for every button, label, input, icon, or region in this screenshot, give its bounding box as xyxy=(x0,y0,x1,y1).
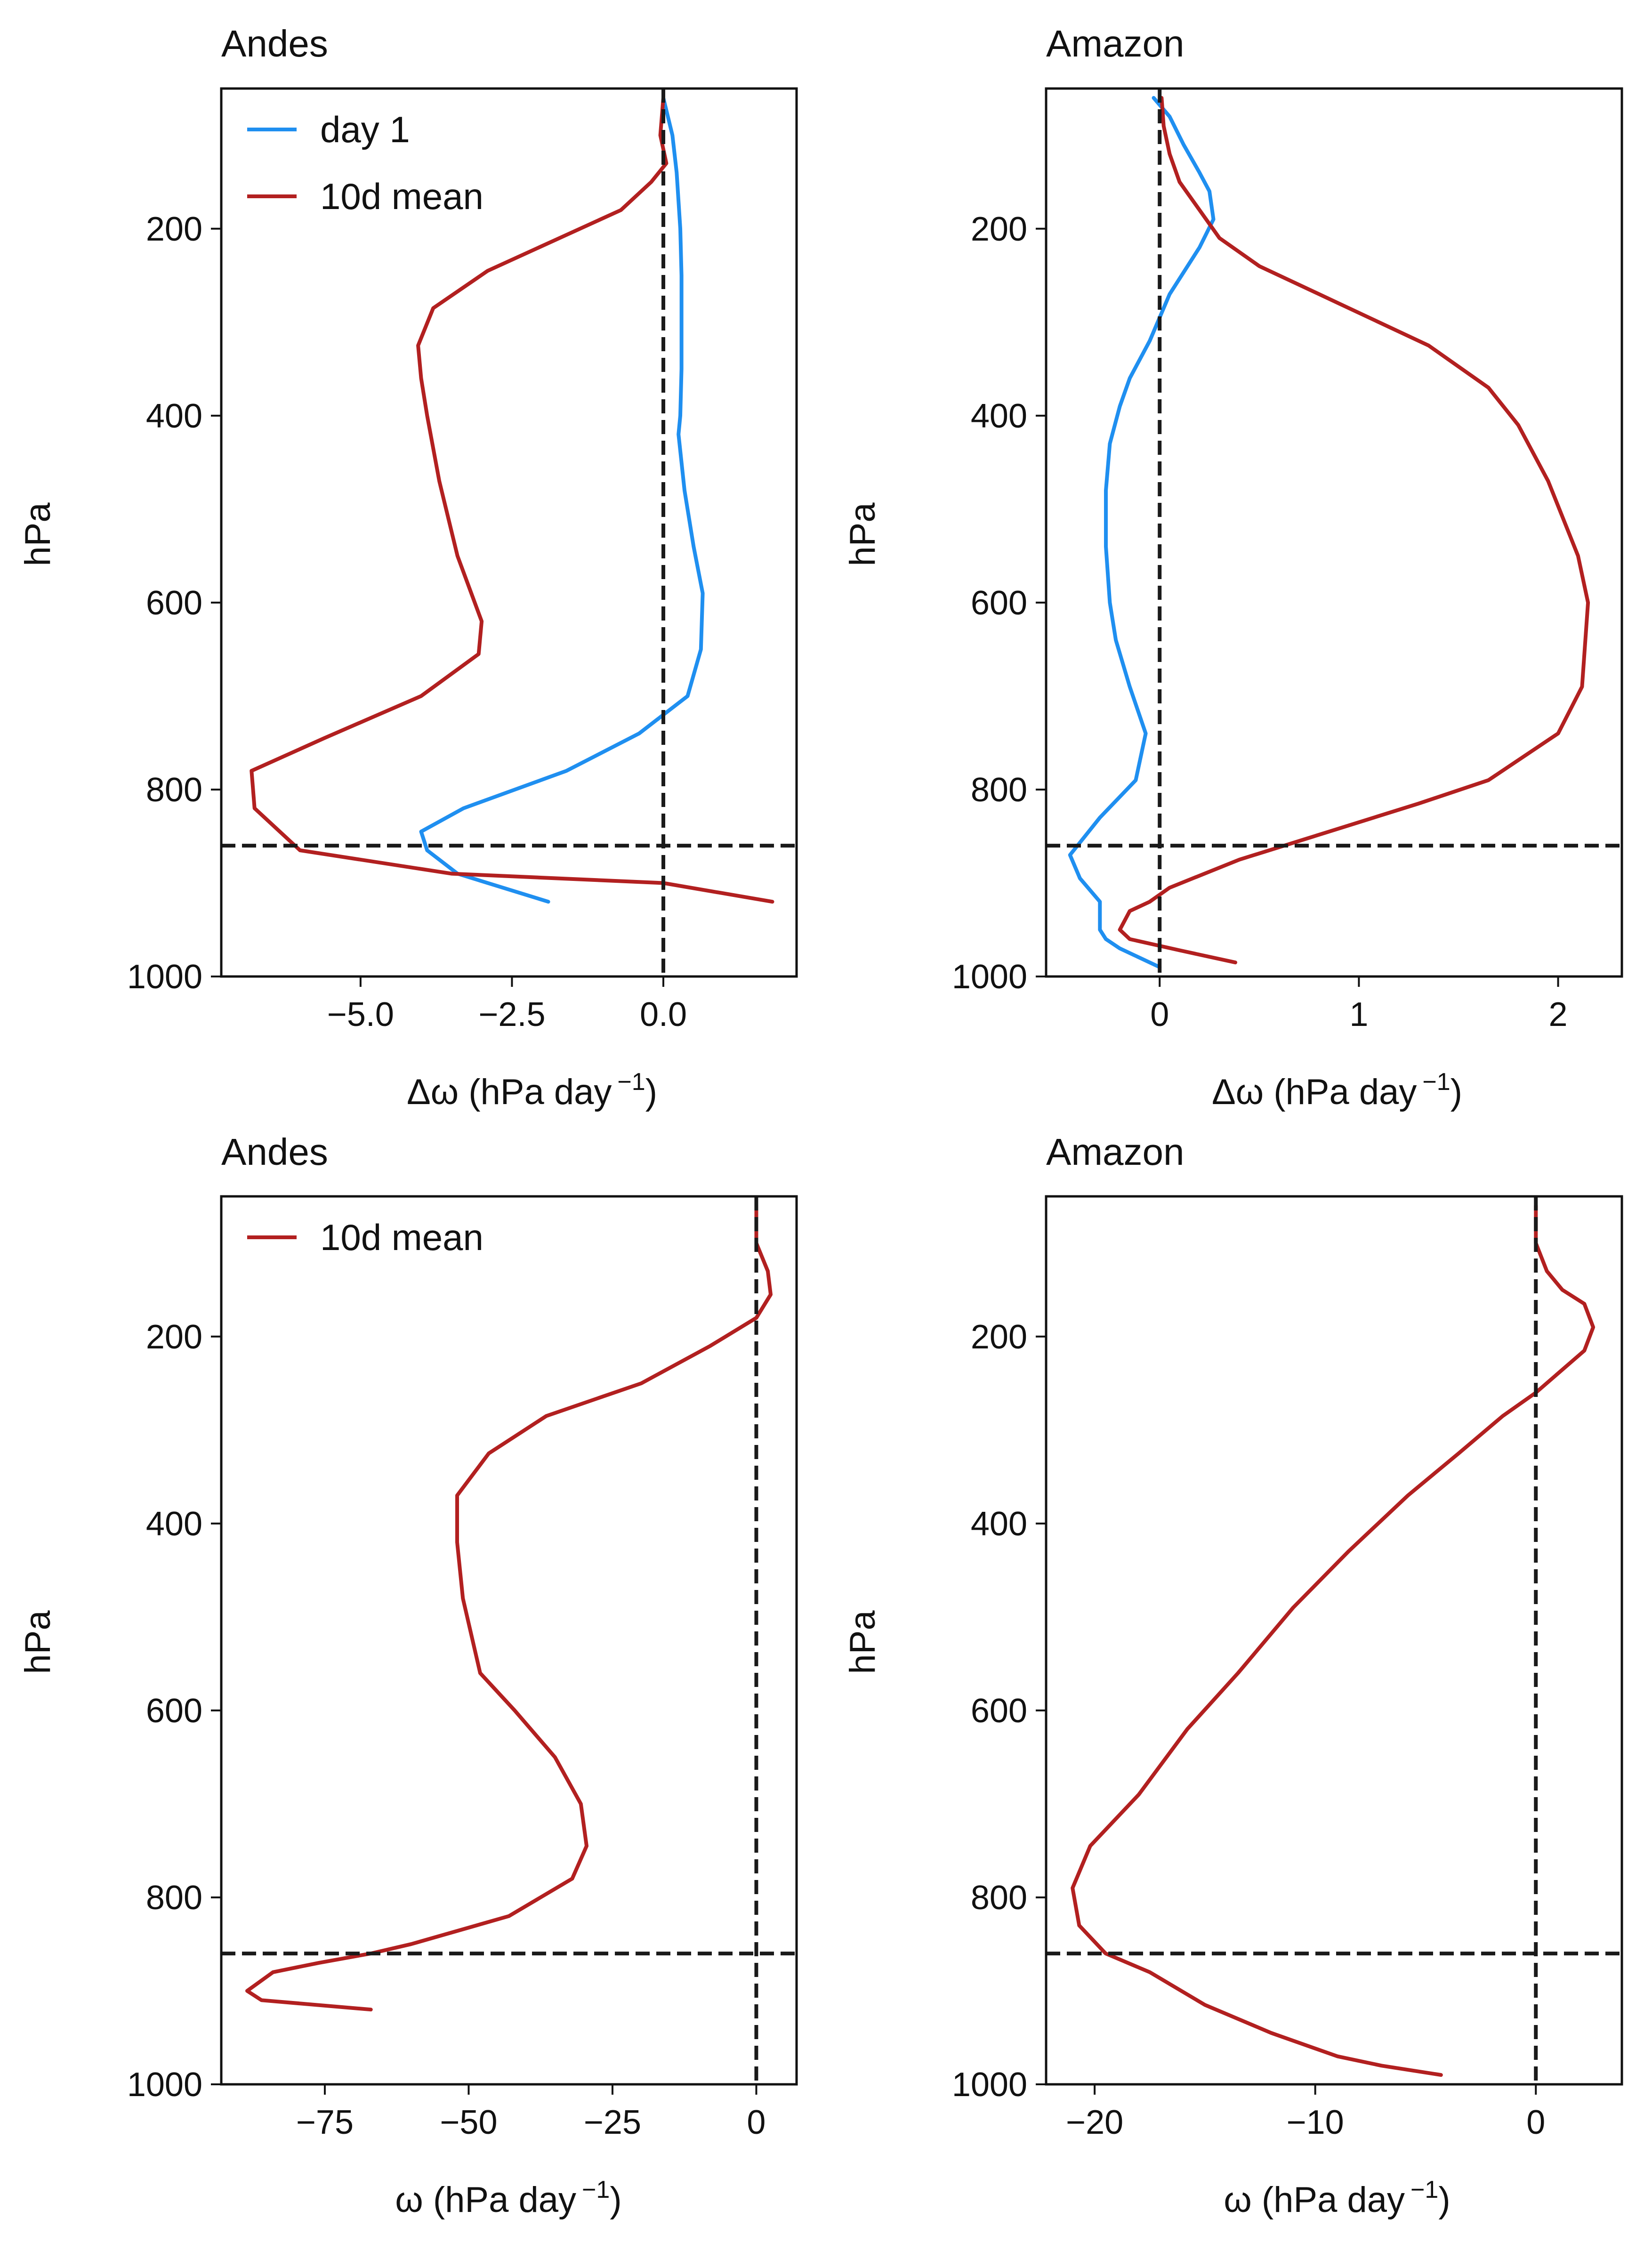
y-tick-label: 400 xyxy=(146,1505,202,1543)
plot-marks: −75 −50 −25 0 200 400 600 800 1000 xyxy=(127,1196,797,2141)
y-tick-label: 800 xyxy=(971,771,1027,809)
axes-frame xyxy=(220,1195,798,2086)
x-tick-label: −2.5 xyxy=(478,996,545,1033)
y-tick-label: 200 xyxy=(146,1318,202,1356)
x-axis-label: Δω (hPa day −1) xyxy=(1212,1068,1462,1112)
panel-title: Andes xyxy=(221,23,328,65)
x-tick-label: 0 xyxy=(747,2104,766,2141)
panel-andes-delta-omega: Andes hPa Δω (hPa day −1) −5.0 −2.5 0.0 200 4… xyxy=(18,23,798,1112)
panel-amazon-omega: Amazon hPa ω (hPa day −1) −20 −10 0 200 400 60… xyxy=(843,1131,1623,2220)
y-axis-label: hPa xyxy=(843,502,883,566)
y-tick-label: 1000 xyxy=(127,958,202,996)
x-tick-label: −25 xyxy=(584,2104,641,2141)
x-tick-label: −20 xyxy=(1066,2104,1123,2141)
y-tick-label: 200 xyxy=(971,210,1027,248)
plot-marks: −20 −10 0 200 400 600 800 1000 xyxy=(952,1196,1622,2141)
legend-label: day 1 xyxy=(320,109,410,150)
x-axis-label: ω (hPa day −1) xyxy=(395,2176,621,2220)
x-axis-label: Δω (hPa day −1) xyxy=(407,1068,657,1112)
y-tick-label: 400 xyxy=(971,1505,1027,1543)
x-tick-label: −5.0 xyxy=(327,996,394,1033)
x-tick-label: −50 xyxy=(440,2104,497,2141)
y-axis-label: hPa xyxy=(843,1610,883,1674)
plot-marks: 0 1 2 200 400 600 800 1000 xyxy=(952,89,1622,1033)
y-tick-label: 400 xyxy=(971,397,1027,435)
y-tick-label: 800 xyxy=(971,1879,1027,1917)
x-tick-label: −75 xyxy=(296,2104,354,2141)
y-tick-label: 1000 xyxy=(952,2066,1027,2104)
data-area xyxy=(1046,1196,1622,2084)
series-line-10d-mean xyxy=(245,1203,773,2012)
x-axis-label: ω (hPa day −1) xyxy=(1224,2176,1450,2220)
panel-title: Amazon xyxy=(1046,23,1184,65)
y-tick-label: 600 xyxy=(971,1692,1027,1730)
y-axis-label: hPa xyxy=(18,1610,58,1674)
y-tick-label: 800 xyxy=(146,1879,202,1917)
series-line-10d-mean xyxy=(250,96,774,904)
x-tick-label: 0.0 xyxy=(640,996,687,1033)
axes-frame xyxy=(220,87,798,978)
data-area xyxy=(1046,89,1622,976)
series-line-day-1 xyxy=(1068,96,1216,969)
x-tick-label: 0 xyxy=(1150,996,1169,1033)
legend-label: 10d mean xyxy=(320,176,484,217)
plot-marks: −5.0 −2.5 0.0 200 400 600 800 1000 xyxy=(127,89,797,1033)
y-tick-label: 400 xyxy=(146,397,202,435)
legend: 10d mean xyxy=(247,1217,484,1258)
axes-frame xyxy=(1045,1195,1623,2086)
y-tick-label: 600 xyxy=(146,584,202,622)
y-tick-label: 1000 xyxy=(127,2066,202,2104)
series-line-day-1 xyxy=(419,96,705,904)
series-line-10d-mean xyxy=(1071,1203,1596,2077)
panel-amazon-delta-omega: Amazon hPa Δω (hPa day −1) 0 1 2 200 400 600 80… xyxy=(843,23,1623,1112)
panel-title: Andes xyxy=(221,1131,328,1173)
series-line-10d-mean xyxy=(1118,96,1590,965)
y-tick-label: 600 xyxy=(971,584,1027,622)
y-tick-label: 800 xyxy=(146,771,202,809)
axes-frame xyxy=(1045,87,1623,978)
y-tick-label: 200 xyxy=(971,1318,1027,1356)
x-tick-label: 0 xyxy=(1526,2104,1545,2141)
legend: day 1 10d mean xyxy=(247,109,484,217)
x-tick-label: −10 xyxy=(1287,2104,1344,2141)
x-tick-label: 2 xyxy=(1549,996,1568,1033)
x-tick-label: 1 xyxy=(1349,996,1368,1033)
y-axis-label: hPa xyxy=(18,502,58,566)
legend-label: 10d mean xyxy=(320,1217,484,1258)
data-area xyxy=(221,89,797,976)
y-tick-label: 200 xyxy=(146,210,202,248)
panel-andes-omega: Andes hPa ω (hPa day −1) −75 −50 −25 0 200 400… xyxy=(18,1131,798,2220)
data-area xyxy=(221,1196,797,2084)
panel-title: Amazon xyxy=(1046,1131,1184,1173)
y-tick-label: 1000 xyxy=(952,958,1027,996)
y-tick-label: 600 xyxy=(146,1692,202,1730)
